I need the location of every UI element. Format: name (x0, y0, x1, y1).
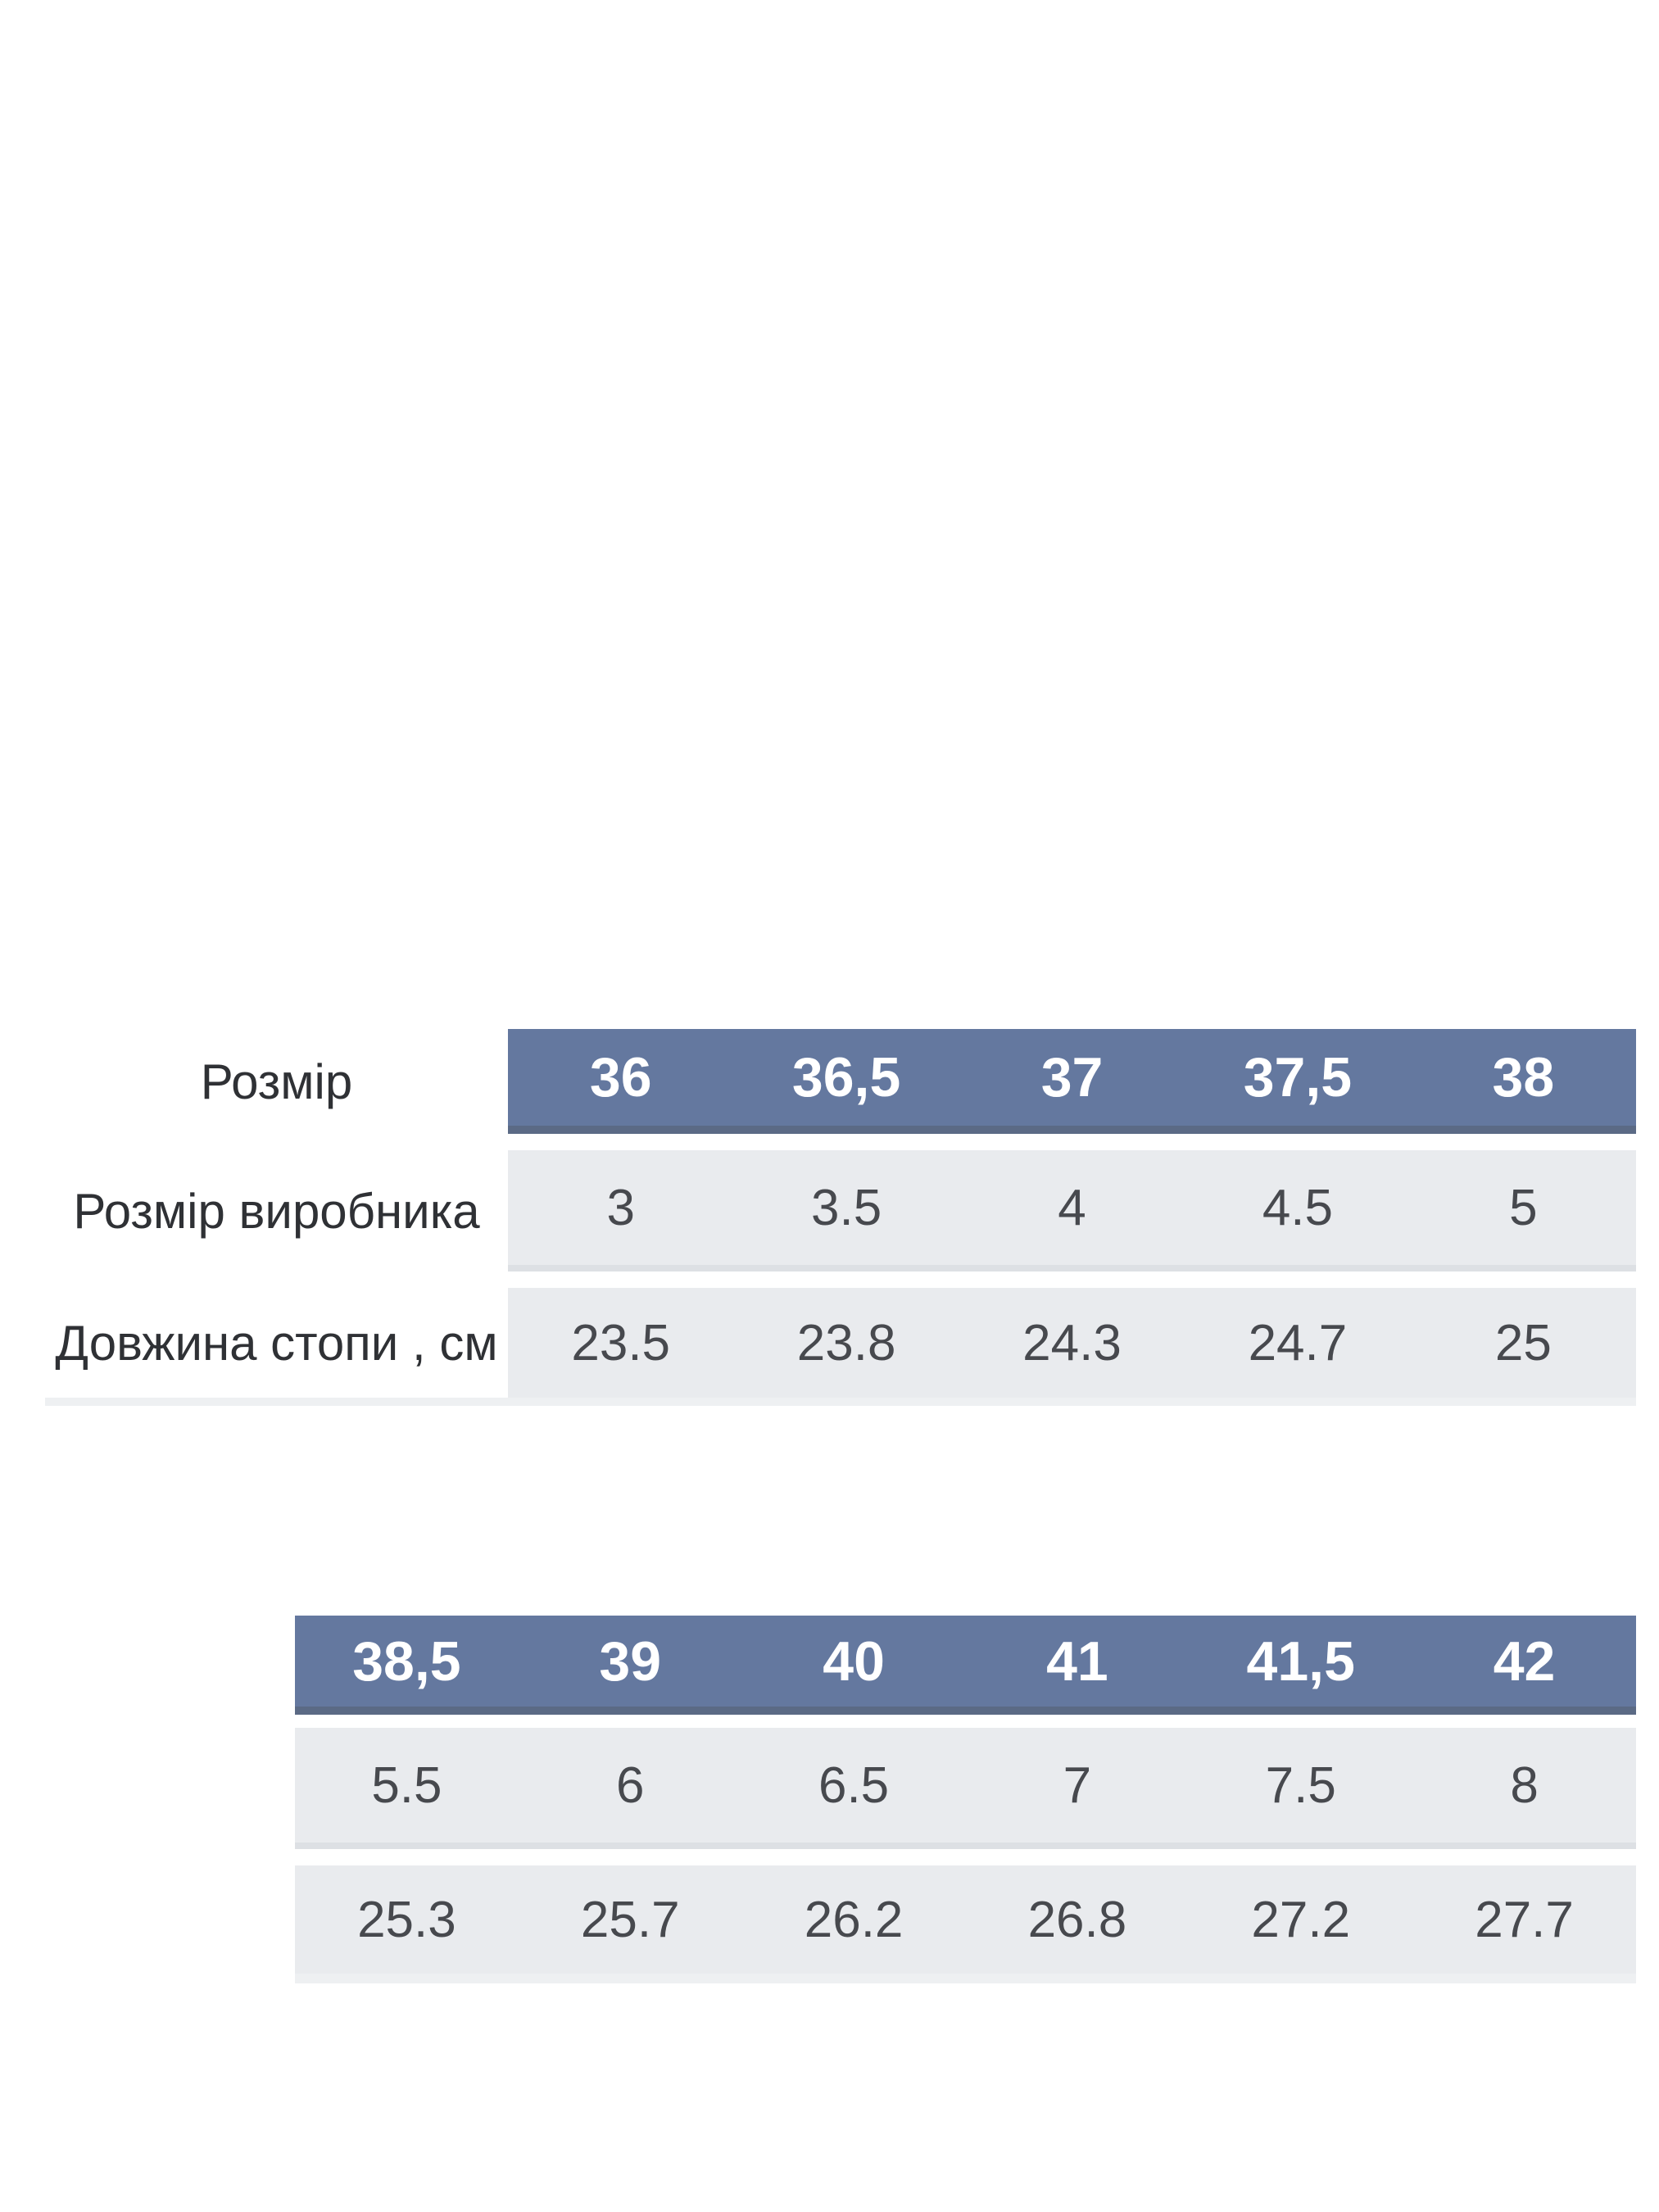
row-label-foot-length: Довжина стопи , см (45, 1288, 508, 1398)
manufacturer-size-cell: 6 (616, 1756, 645, 1814)
row-label-size: Розмір (45, 1029, 508, 1134)
foot-length-cell: 27.7 (1475, 1891, 1574, 1948)
manufacturer-size-cell: 5 (1509, 1179, 1538, 1236)
size-header-cell: 39 (599, 1630, 662, 1693)
foot-length-cell: 25 (1494, 1314, 1552, 1371)
foot-length-row: Довжина стопи , см 23.5 23.8 24.3 24.7 2… (45, 1288, 1636, 1398)
foot-length-cell: 26.2 (804, 1891, 904, 1948)
foot-length-cells: 23.5 23.8 24.3 24.7 25 (508, 1288, 1636, 1398)
foot-length-cell: 25.3 (357, 1891, 456, 1948)
manufacturer-size-cells: 3 3.5 4 4.5 5 (508, 1150, 1636, 1271)
manufacturer-size-cells: 5.5 6 6.5 7 7.5 8 (295, 1728, 1636, 1849)
table-bottom-border (295, 1974, 1636, 1983)
size-header-row: Розмір 36 36,5 37 37,5 38 (45, 1029, 1636, 1134)
size-header-row: 38,5 39 40 41 41,5 42 (295, 1616, 1636, 1715)
row-label-manufacturer-size: Розмір виробника (45, 1150, 508, 1271)
size-header-cell: 41,5 (1246, 1630, 1355, 1693)
size-header-cell: 41 (1046, 1630, 1108, 1693)
manufacturer-size-cell: 4.5 (1262, 1179, 1334, 1236)
foot-length-cells: 25.3 25.7 26.2 26.8 27.2 27.7 (295, 1865, 1636, 1974)
size-header-cell: 37,5 (1243, 1046, 1353, 1108)
manufacturer-size-cell: 7 (1063, 1756, 1092, 1814)
manufacturer-size-cell: 3 (606, 1179, 635, 1236)
foot-length-cell: 25.7 (580, 1891, 680, 1948)
foot-length-cell: 24.3 (1022, 1314, 1122, 1371)
foot-length-cell: 23.5 (571, 1314, 671, 1371)
manufacturer-size-cell: 3.5 (811, 1179, 882, 1236)
size-header-cell: 38,5 (352, 1630, 461, 1693)
manufacturer-size-row: Розмір виробника 3 3.5 4 4.5 5 (45, 1150, 1636, 1271)
size-header-cells: 36 36,5 37 37,5 38 (508, 1029, 1636, 1134)
manufacturer-size-cell: 7.5 (1265, 1756, 1336, 1814)
foot-length-cell: 27.2 (1251, 1891, 1351, 1948)
size-header-cell: 37 (1040, 1046, 1104, 1108)
size-header-cell: 38 (1492, 1046, 1555, 1108)
table-bottom-border (45, 1398, 1636, 1406)
size-header-cell: 36 (589, 1046, 652, 1108)
manufacturer-size-cell: 4 (1058, 1179, 1086, 1236)
foot-length-row: 25.3 25.7 26.2 26.8 27.2 27.7 (295, 1865, 1636, 1974)
size-header-cells: 38,5 39 40 41 41,5 42 (295, 1616, 1636, 1715)
manufacturer-size-row: 5.5 6 6.5 7 7.5 8 (295, 1728, 1636, 1849)
foot-length-cell: 23.8 (796, 1314, 896, 1371)
manufacturer-size-cell: 8 (1510, 1756, 1539, 1814)
size-header-cell: 42 (1493, 1630, 1556, 1693)
size-header-cell: 40 (823, 1630, 885, 1693)
size-table-lower: 38,5 39 40 41 41,5 42 5.5 6 6.5 7 7.5 8 … (295, 1616, 1636, 1983)
manufacturer-size-cell: 5.5 (371, 1756, 442, 1814)
foot-length-cell: 24.7 (1248, 1314, 1348, 1371)
foot-length-cell: 26.8 (1027, 1891, 1127, 1948)
size-header-cell: 36,5 (791, 1046, 901, 1108)
manufacturer-size-cell: 6.5 (818, 1756, 890, 1814)
size-table-upper: Розмір 36 36,5 37 37,5 38 Розмір виробни… (45, 1029, 1636, 1406)
